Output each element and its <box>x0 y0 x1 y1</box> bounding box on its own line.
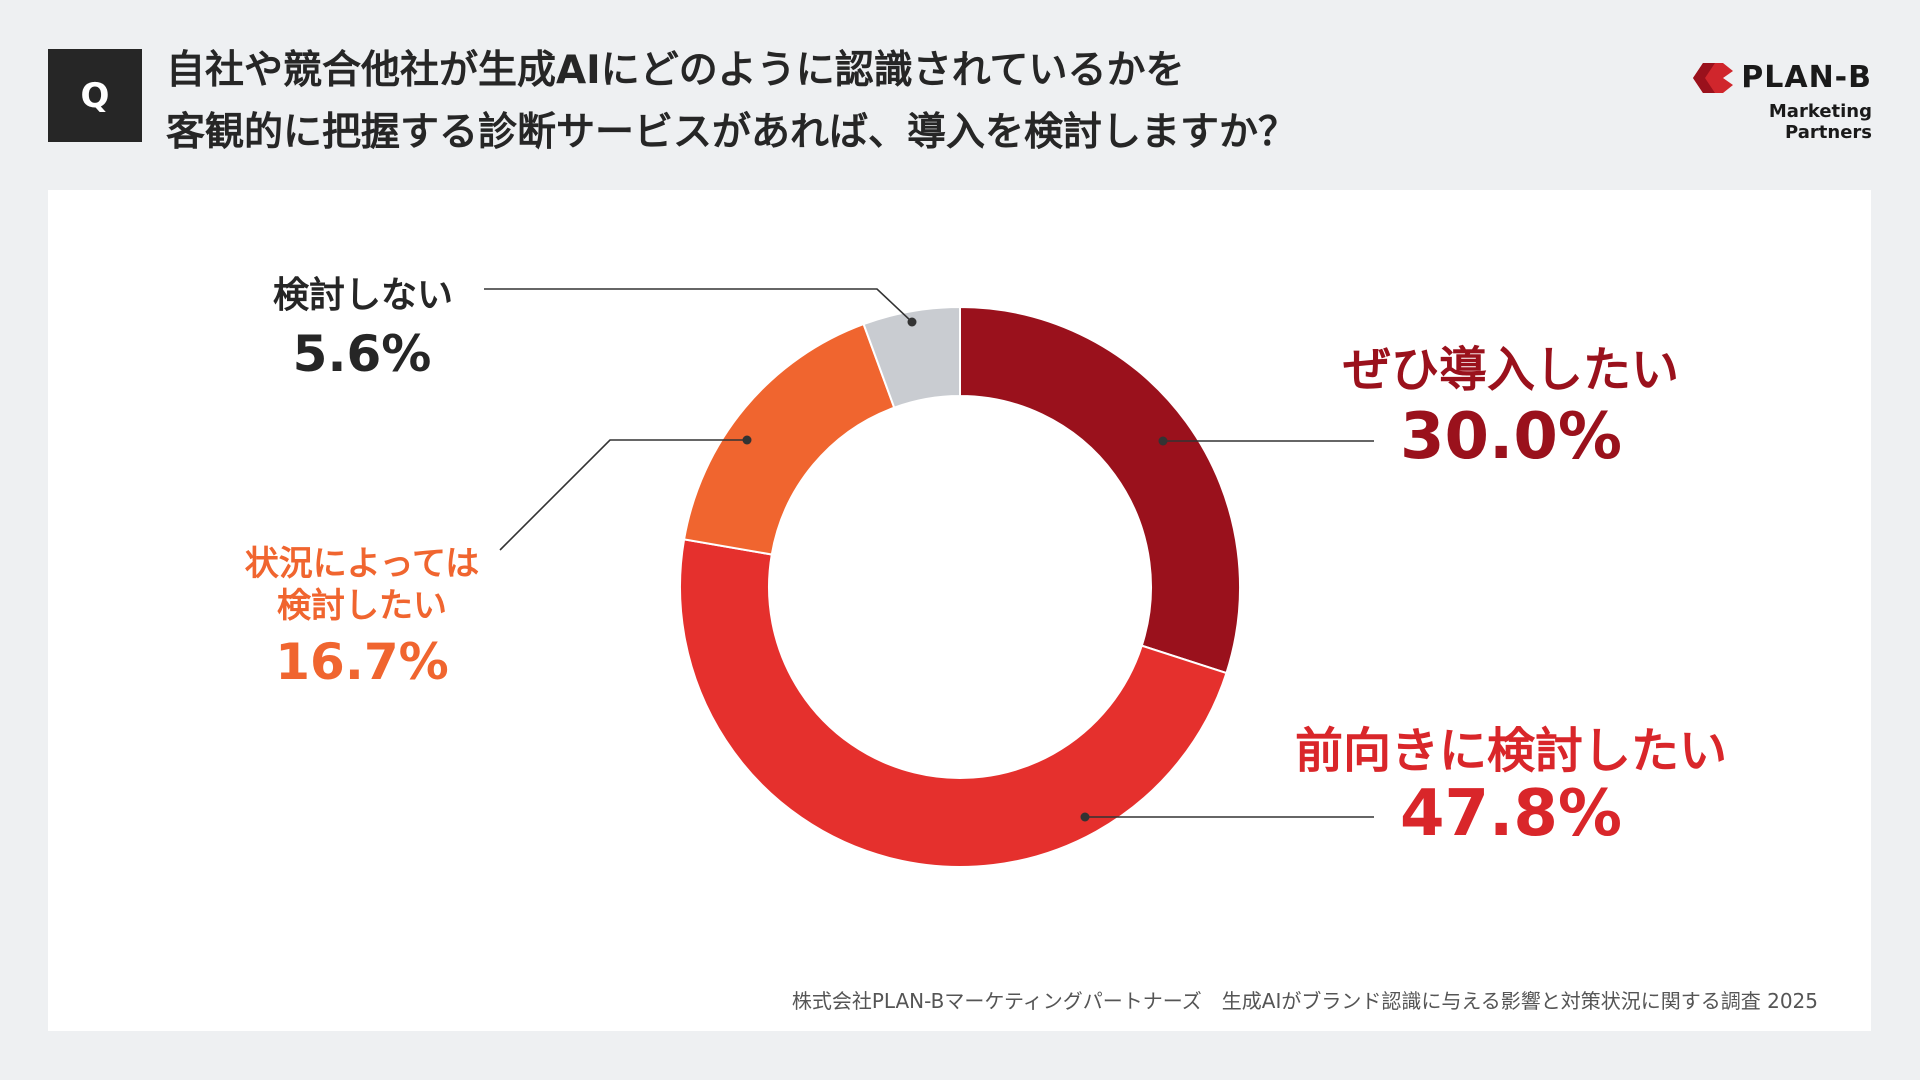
logo-subtitle: Marketing Partners <box>1768 101 1872 143</box>
leader-line-16.7 <box>499 439 747 551</box>
plan-b-logo: PLAN-B Marketing Partners <box>1688 60 1872 143</box>
leader-line-5.6 <box>484 288 913 323</box>
slice-value-depends: 16.7% <box>275 633 449 691</box>
donut-slice-0 <box>959 305 1241 675</box>
slice-value-not-consider: 5.6% <box>292 325 432 383</box>
slice-label-positive: 前向きに検討したい <box>1294 723 1728 779</box>
page-title: 自社や競合他社が生成AIにどのように認識されているかを 客観的に把握する診断サー… <box>166 40 1297 164</box>
title-line-1: 自社や競合他社が生成AIにどのように認識されているかを <box>166 48 1185 93</box>
slice-label-not-consider: 検討しない <box>272 275 454 316</box>
donut-slice-1 <box>679 538 1228 868</box>
title-line-2: 客観的に把握する診断サービスがあれば、導入を検討しますか？ <box>166 110 1298 155</box>
slice-label-depends-line1: 状況によっては <box>244 544 480 584</box>
question-badge: Q <box>48 49 142 142</box>
slice-label-depends-line2: 検討したい <box>277 586 447 626</box>
slice-value-positive: 47.8% <box>1399 777 1623 851</box>
leader-dot <box>907 317 917 327</box>
logo-mark-icon <box>1693 62 1734 93</box>
source-footnote: 株式会社PLAN-Bマーケティングパートナーズ 生成AIがブランド認識に与える影… <box>791 989 1818 1013</box>
leader-dot <box>1080 812 1090 822</box>
logo-brand: PLAN-B <box>1741 60 1872 95</box>
leader-dot <box>1158 436 1168 446</box>
slice-label-definitely: ぜひ導入したい <box>1342 342 1680 398</box>
leader-dot <box>742 435 752 445</box>
donut-slice-3 <box>862 305 961 409</box>
slice-value-definitely: 30.0% <box>1399 400 1623 474</box>
